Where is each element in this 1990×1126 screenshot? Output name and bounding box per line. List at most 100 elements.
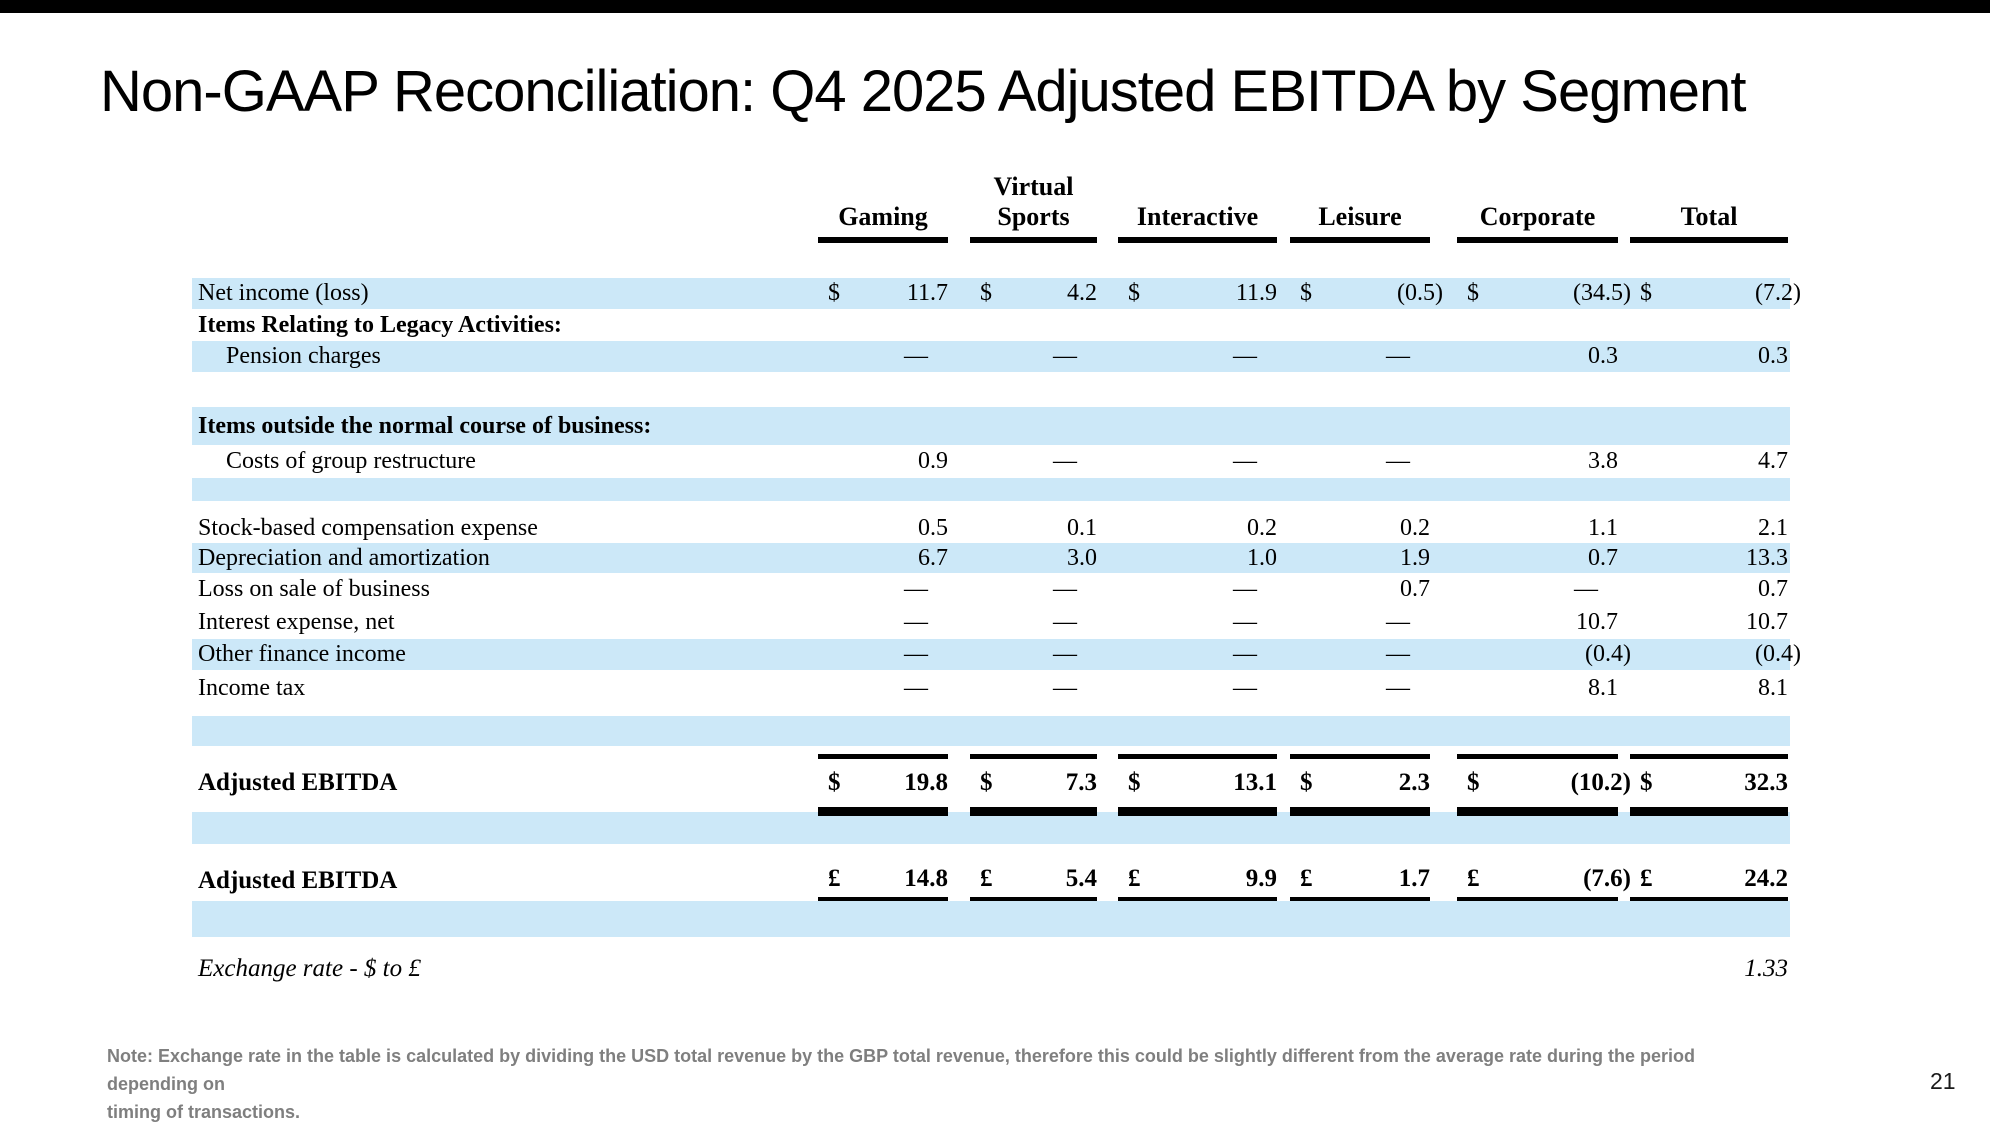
- cell-corporate: 0.3: [1457, 341, 1618, 372]
- cell-interactive: —: [1118, 639, 1277, 670]
- cell-leisure: —: [1290, 670, 1430, 706]
- table-row-exchange-rate: Exchange rate - $ to £ 1.33: [192, 951, 1790, 986]
- row-label: Adjusted EBITDA: [198, 867, 398, 894]
- currency-symbol: £: [1300, 865, 1313, 892]
- cell-value: 0.5: [918, 514, 948, 541]
- cell-gaming: 0.9: [818, 445, 948, 478]
- cell-value: (10.2): [1570, 769, 1631, 796]
- cell-interactive: $11.9: [1118, 278, 1277, 309]
- cell-value: 11.9: [1235, 280, 1277, 306]
- column-header-leisure: Leisure: [1290, 160, 1430, 243]
- cell-virtual-sports: $7.3: [970, 754, 1097, 816]
- cell-virtual-sports: [970, 951, 1097, 986]
- cell-value: 0.2: [1400, 514, 1430, 541]
- cell-value: 3.0: [1067, 544, 1097, 571]
- table-row-adjusted-ebitda-gbp: Adjusted EBITDA £14.8 £5.4 £9.9 £1.7 £ (7…: [192, 861, 1790, 901]
- cell-leisure: £1.7: [1290, 861, 1430, 901]
- cell-value: 0.7: [1758, 576, 1788, 602]
- row-label: Income tax: [198, 674, 306, 701]
- cell-value: 24.2: [1744, 865, 1788, 892]
- table-row-stock-based-compensation: Stock-based compensation expense 0.5 0.1…: [192, 513, 1790, 543]
- section-header-legacy-activities: Items Relating to Legacy Activities:: [192, 309, 1790, 341]
- top-black-bar: [0, 0, 1990, 13]
- cell-interactive: —: [1118, 341, 1277, 372]
- cell-total: $32.3: [1630, 754, 1788, 816]
- currency-symbol: £: [828, 865, 841, 892]
- table-row-adjusted-ebitda-usd: Adjusted EBITDA $19.8 $7.3 $13.1 $2.3 $ (…: [192, 754, 1790, 816]
- cell-interactive: 1.0: [1118, 543, 1277, 573]
- currency-symbol: £: [1640, 865, 1653, 892]
- cell-value: —: [1233, 674, 1257, 701]
- cell-value: 14.8: [904, 865, 948, 892]
- cell-leisure: —: [1290, 341, 1430, 372]
- cell-value: 1.9: [1400, 544, 1430, 571]
- cell-virtual-sports: —: [970, 573, 1097, 606]
- cell-value: 0.9: [918, 448, 948, 474]
- cell-corporate: (0.4): [1457, 639, 1631, 670]
- spacer-row: [192, 937, 1790, 951]
- cell-value: 2.3: [1398, 769, 1430, 796]
- spacer-row: [192, 746, 1790, 754]
- cell-virtual-sports: £5.4: [970, 861, 1097, 901]
- cell-value: —: [1386, 674, 1410, 701]
- table-row-other-finance-income: Other finance income — — — — (0.4) (0.4): [192, 639, 1801, 670]
- cell-interactive: 0.2: [1118, 513, 1277, 543]
- row-label: Depreciation and amortization: [198, 544, 490, 571]
- table-row-loss-on-sale: Loss on sale of business — — — 0.7 — 0.7: [192, 573, 1790, 606]
- column-header-virtual-sports: Virtual Sports: [970, 160, 1097, 243]
- cell-value: —: [904, 641, 928, 667]
- column-header-corporate: Corporate: [1457, 160, 1618, 243]
- cell-value: 1.7: [1398, 865, 1430, 892]
- table-row-costs-of-group-restructure: Costs of group restructure 0.9 — — — 3.8…: [192, 445, 1790, 478]
- cell-leisure: 0.2: [1290, 513, 1430, 543]
- cell-leisure: —: [1290, 445, 1430, 478]
- spacer-row: [192, 716, 1790, 746]
- cell-value: —: [1233, 343, 1257, 369]
- cell-leisure: [1290, 951, 1430, 986]
- cell-virtual-sports: —: [970, 670, 1097, 706]
- cell-virtual-sports: —: [970, 341, 1097, 372]
- cell-value: —: [1053, 641, 1077, 667]
- row-label: Stock-based compensation expense: [198, 514, 538, 541]
- currency-symbol: $: [980, 280, 992, 306]
- footnote: Note: Exchange rate in the table is calc…: [107, 1042, 1787, 1126]
- cell-gaming: —: [818, 639, 948, 670]
- cell-total: £24.2: [1630, 861, 1788, 901]
- cell-value: 0.7: [1588, 544, 1618, 571]
- cell-value: (0.5): [1397, 280, 1443, 306]
- cell-total: 8.1: [1630, 670, 1788, 706]
- cell-total: 4.7: [1630, 445, 1788, 478]
- cell-value: 13.1: [1233, 769, 1277, 796]
- cell-virtual-sports: 3.0: [970, 543, 1097, 573]
- cell-virtual-sports: —: [970, 445, 1097, 478]
- column-header-gaming: Gaming: [818, 160, 948, 243]
- cell-leisure: 0.7: [1290, 573, 1430, 606]
- cell-total: 1.33: [1630, 951, 1788, 986]
- header-spacer: [192, 160, 818, 243]
- exchange-rate-value: 1.33: [1744, 954, 1788, 982]
- currency-symbol: $: [1640, 769, 1653, 796]
- cell-value: —: [1233, 609, 1257, 635]
- cell-value: 9.9: [1245, 865, 1277, 892]
- cell-gaming: —: [818, 341, 948, 372]
- cell-value: 4.2: [1067, 280, 1097, 306]
- cell-virtual-sports: $4.2: [970, 278, 1097, 309]
- spacer-row: [192, 844, 1790, 861]
- section-label: Items outside the normal course of busin…: [198, 412, 652, 439]
- table-row-net-income: Net income (loss) $11.7 $4.2 $11.9 $ (0.5…: [192, 278, 1801, 309]
- cell-gaming: 0.5: [818, 513, 948, 543]
- cell-value: 32.3: [1744, 769, 1788, 796]
- cell-interactive: —: [1118, 573, 1277, 606]
- cell-value: —: [1386, 448, 1410, 474]
- cell-value: 10.7: [1746, 609, 1788, 635]
- cell-value: 13.3: [1746, 544, 1788, 571]
- cell-total: 2.1: [1630, 513, 1788, 543]
- cell-value: —: [1053, 609, 1077, 635]
- row-label: Interest expense, net: [198, 609, 395, 635]
- cell-corporate: 1.1: [1457, 513, 1618, 543]
- slide-title: Non-GAAP Reconciliation: Q4 2025 Adjuste…: [100, 59, 1746, 124]
- spacer-row: [192, 372, 1790, 407]
- cell-virtual-sports: —: [970, 606, 1097, 639]
- currency-symbol: £: [1128, 865, 1141, 892]
- table-row-interest-expense: Interest expense, net — — — — 10.7 10.7: [192, 606, 1790, 639]
